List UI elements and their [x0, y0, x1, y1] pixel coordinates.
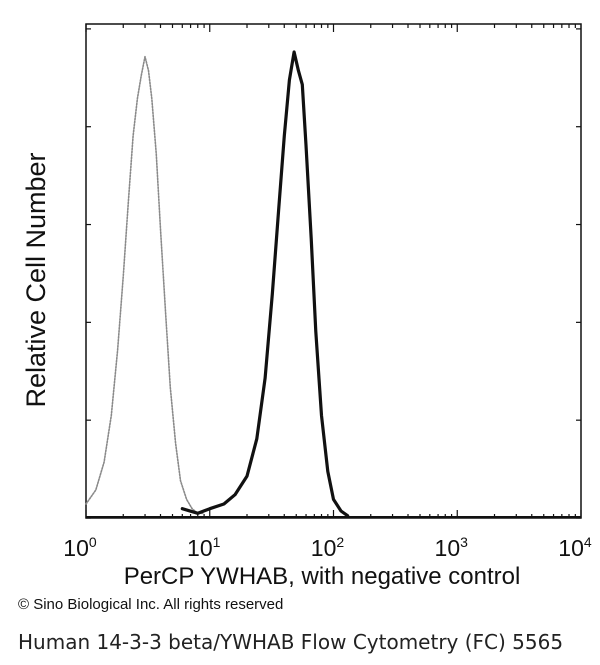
x-tick-label: 104 — [558, 534, 592, 561]
negative-control-curve — [85, 55, 205, 515]
x-tick-label: 100 — [63, 534, 97, 561]
plot-frame — [85, 23, 582, 519]
copyright-notice: © Sino Biological Inc. All rights reserv… — [18, 596, 284, 613]
flow-cytometry-histogram: 100 101 102 103 104 PerCP YWHAB, with negati… — [21, 23, 592, 590]
minor-ticks — [85, 24, 582, 518]
y-axis-title: Relative Cell Number — [21, 152, 51, 407]
y-ticks — [86, 28, 581, 519]
x-tick-label: 102 — [311, 534, 345, 561]
figure-caption: Human 14-3-3 beta/YWHAB Flow Cytometry (… — [18, 630, 564, 654]
x-tick-labels: 100 101 102 103 104 — [63, 534, 592, 561]
ywhab-stained-curve — [180, 50, 350, 518]
x-tick-label: 103 — [435, 534, 469, 561]
x-axis-title: PerCP YWHAB, with negative control — [124, 563, 521, 590]
plot-frame-group — [85, 23, 582, 519]
x-tick-label: 101 — [187, 534, 221, 561]
series-layer — [85, 50, 581, 518]
